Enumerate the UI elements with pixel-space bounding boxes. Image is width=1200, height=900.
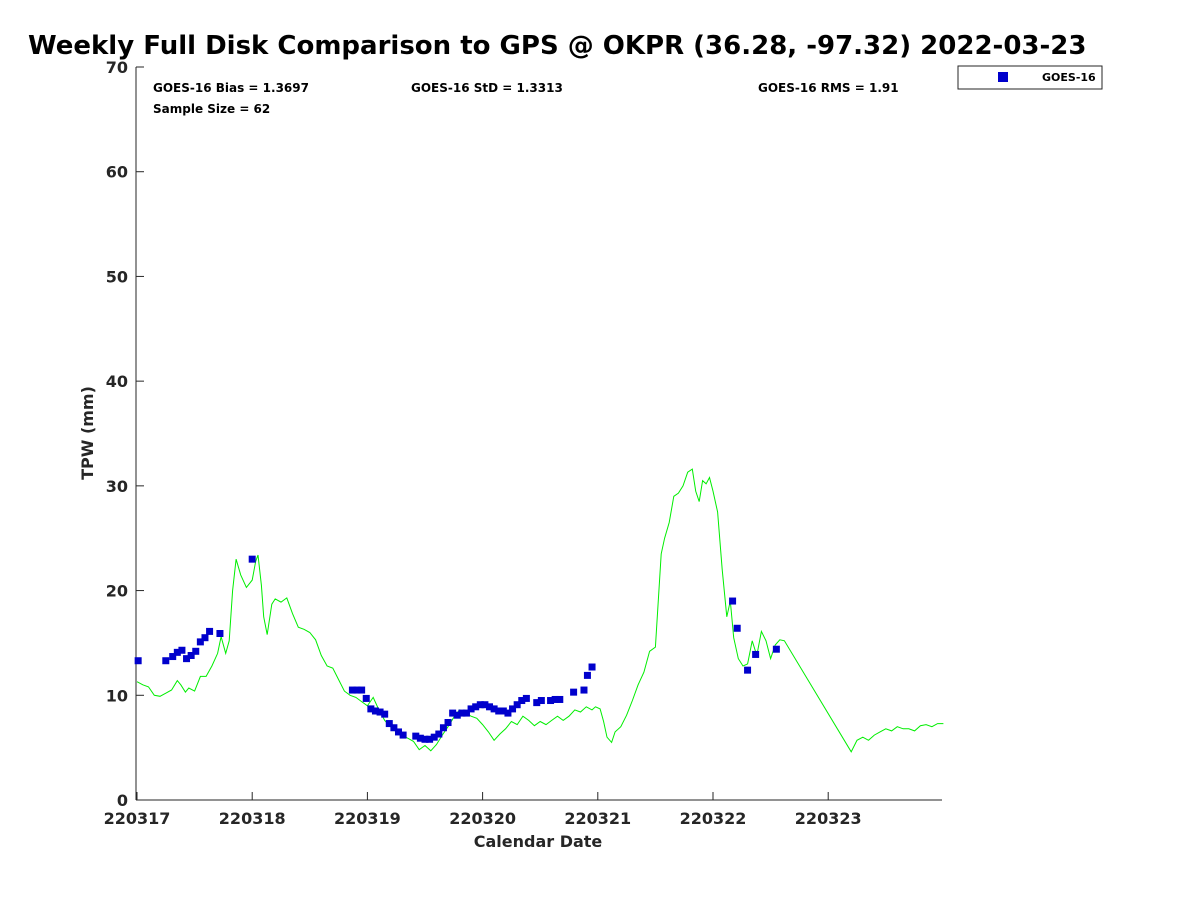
goes16-point bbox=[513, 701, 521, 709]
goes16-point bbox=[353, 686, 361, 694]
x-tick-label: 220318 bbox=[219, 809, 286, 828]
x-tick-label: 220319 bbox=[334, 809, 401, 828]
y-tick-label: 70 bbox=[106, 58, 128, 77]
goes16-point bbox=[376, 708, 384, 716]
goes16-point bbox=[412, 732, 420, 740]
goes16-point bbox=[173, 648, 181, 656]
y-tick-label: 50 bbox=[106, 267, 128, 286]
goes16-point bbox=[348, 686, 356, 694]
goes16-point bbox=[248, 555, 256, 563]
x-tick-label: 220320 bbox=[449, 809, 516, 828]
goes16-point bbox=[449, 709, 457, 717]
goes16-point bbox=[134, 657, 142, 665]
goes16-point bbox=[481, 701, 489, 709]
x-ticks: 220317 220318 220319 220320 220321 220322 2203… bbox=[104, 792, 862, 828]
legend: GOES-16 bbox=[957, 65, 1103, 90]
goes16-point bbox=[439, 724, 447, 732]
goes16-point bbox=[162, 657, 170, 665]
goes16-point bbox=[583, 671, 591, 679]
goes16-point bbox=[486, 703, 494, 711]
x-axis-label: Calendar Date bbox=[474, 832, 603, 851]
y-tick-label: 20 bbox=[106, 582, 128, 601]
goes16-point bbox=[458, 709, 466, 717]
goes16-point bbox=[385, 720, 393, 728]
bias-stat: GOES-16 Bias = 1.3697 bbox=[153, 81, 309, 95]
goes16-point bbox=[358, 686, 366, 694]
y-ticks: 0 10 20 30 40 50 60 70 bbox=[106, 58, 144, 810]
goes16-series bbox=[134, 555, 780, 743]
y-axis-label: TPW (mm) bbox=[78, 386, 97, 480]
goes16-point bbox=[518, 697, 526, 705]
goes16-point bbox=[490, 705, 498, 713]
std-stat: GOES-16 StD = 1.3313 bbox=[411, 81, 563, 95]
goes16-point bbox=[192, 647, 200, 655]
goes16-point bbox=[362, 694, 370, 702]
goes16-point bbox=[744, 666, 752, 674]
legend-label-goes16: GOES-16 bbox=[1042, 71, 1096, 84]
goes16-point bbox=[169, 653, 177, 661]
goes16-point bbox=[551, 695, 559, 703]
goes16-point bbox=[495, 707, 503, 715]
goes16-point bbox=[216, 630, 224, 638]
goes16-point bbox=[537, 697, 545, 705]
y-tick-label: 40 bbox=[106, 372, 128, 391]
goes16-point bbox=[196, 638, 204, 646]
goes16-point bbox=[556, 695, 564, 703]
legend-box bbox=[957, 65, 1103, 90]
sample-size-stat: Sample Size = 62 bbox=[153, 102, 270, 116]
goes16-point bbox=[435, 730, 443, 738]
goes16-point bbox=[462, 709, 470, 717]
goes16-point bbox=[467, 705, 475, 713]
goes16-point bbox=[381, 710, 389, 718]
goes16-point bbox=[426, 735, 434, 743]
x-tick-label: 220322 bbox=[680, 809, 747, 828]
y-tick-label: 10 bbox=[106, 686, 128, 705]
goes16-point bbox=[472, 703, 480, 711]
goes16-point bbox=[729, 597, 737, 605]
goes16-point bbox=[772, 645, 780, 653]
goes16-point bbox=[430, 733, 438, 741]
goes16-point bbox=[371, 707, 379, 715]
chart-title: Weekly Full Disk Comparison to GPS @ OKP… bbox=[28, 31, 1086, 61]
goes16-point bbox=[752, 650, 760, 658]
goes16-point bbox=[522, 694, 530, 702]
goes16-point bbox=[580, 686, 588, 694]
gps-series bbox=[136, 468, 944, 753]
goes16-point bbox=[178, 646, 186, 654]
goes16-point bbox=[367, 705, 375, 713]
goes16-point bbox=[390, 724, 398, 732]
goes16-point bbox=[421, 735, 429, 743]
x-tick-label: 220321 bbox=[564, 809, 631, 828]
goes16-point bbox=[416, 734, 424, 742]
goes16-point bbox=[444, 719, 452, 727]
goes16-point bbox=[533, 699, 541, 707]
goes16-point bbox=[476, 701, 484, 709]
goes16-point bbox=[395, 728, 403, 736]
gps-line bbox=[136, 468, 944, 753]
goes16-point bbox=[570, 688, 578, 696]
goes16-point bbox=[183, 655, 191, 663]
y-tick-label: 0 bbox=[117, 791, 128, 810]
legend-marker-goes16 bbox=[998, 72, 1008, 82]
x-tick-label: 220317 bbox=[104, 809, 171, 828]
goes16-point bbox=[453, 711, 461, 719]
goes16-point bbox=[399, 731, 407, 739]
goes16-point bbox=[733, 624, 741, 632]
goes16-point bbox=[547, 697, 555, 705]
x-tick-label: 220323 bbox=[795, 809, 862, 828]
goes16-point bbox=[187, 651, 195, 659]
rms-stat: GOES-16 RMS = 1.91 bbox=[758, 81, 899, 95]
goes16-point bbox=[206, 627, 214, 635]
y-tick-label: 60 bbox=[106, 163, 128, 182]
goes16-point bbox=[509, 705, 517, 713]
y-tick-label: 30 bbox=[106, 477, 128, 496]
goes16-point bbox=[588, 663, 596, 671]
goes16-point bbox=[499, 707, 507, 715]
goes16-point bbox=[201, 634, 209, 642]
goes16-point bbox=[504, 709, 512, 717]
